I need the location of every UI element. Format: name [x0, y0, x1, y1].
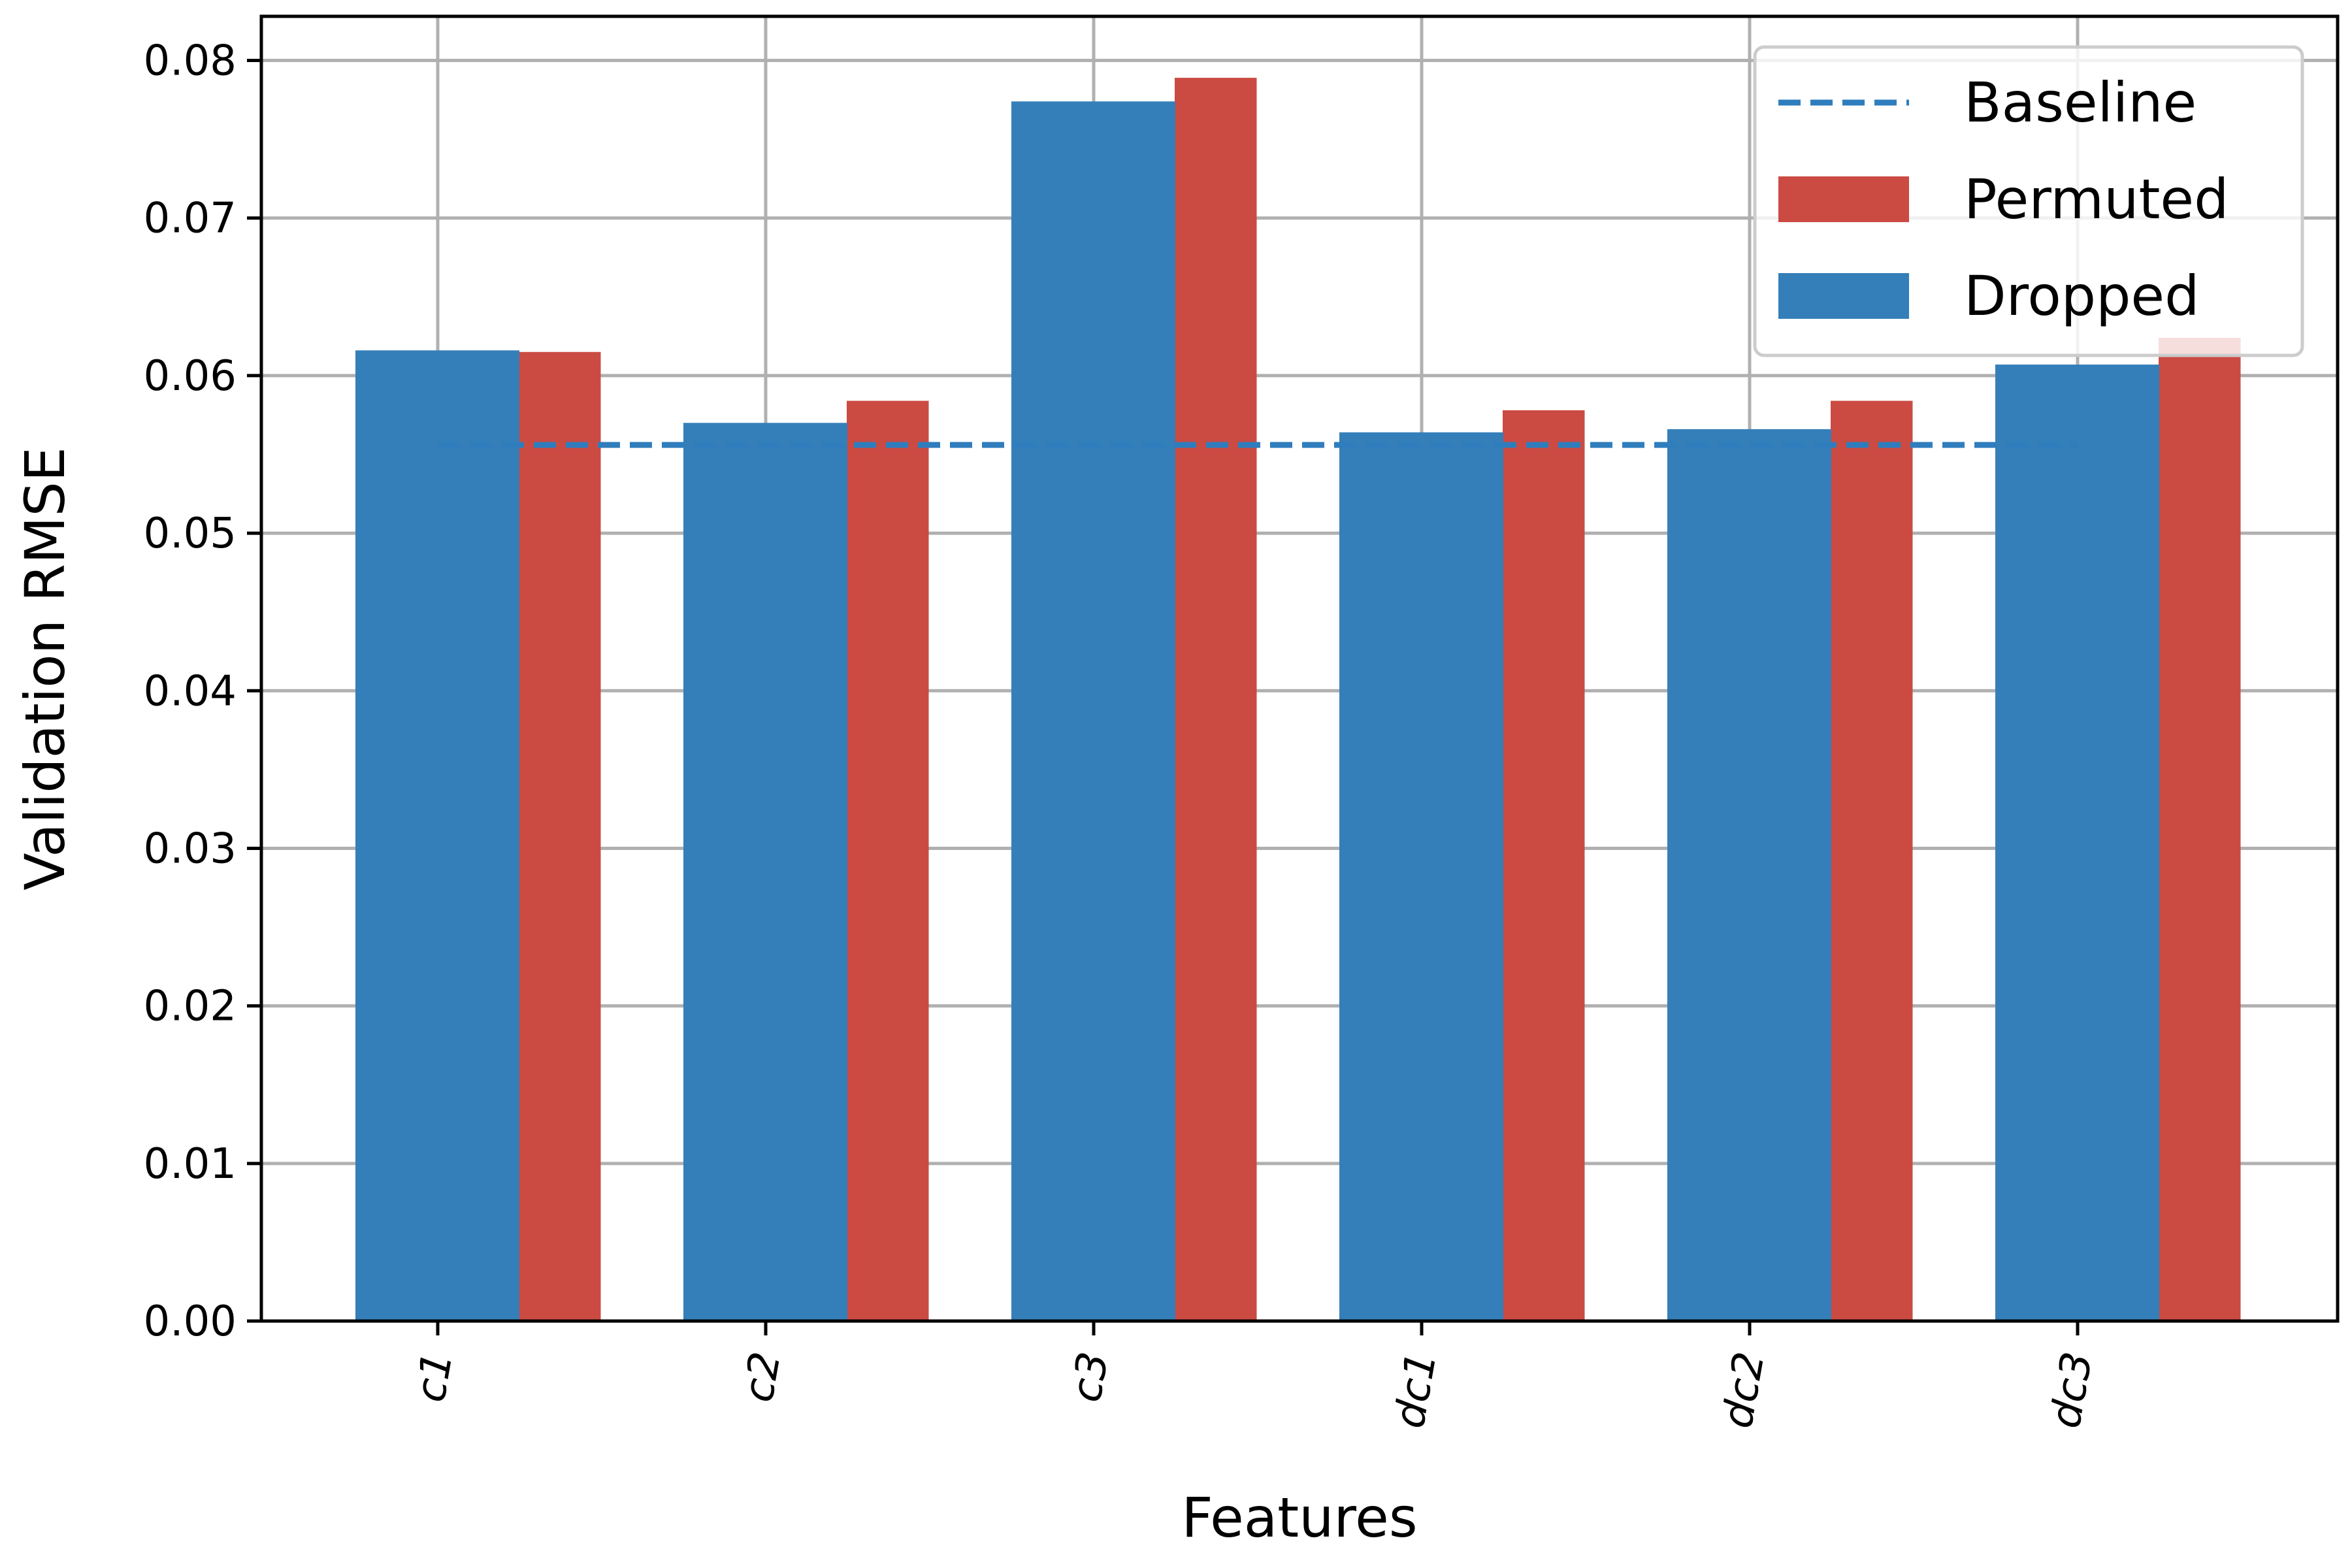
ticks-layer: 0.00 0.01 0.02 0.03 0.04 0.05 0.06 0.07 0.08 c1 c2… [144, 37, 2102, 1432]
y-tick-label: 0.07 [144, 195, 237, 243]
legend-label-permuted: Permuted [1964, 167, 2229, 231]
bar-permuted [519, 351, 601, 1322]
bar-permuted [2159, 338, 2241, 1322]
y-tick-label: 0.00 [144, 1298, 237, 1346]
plot-frame [259, 14, 2340, 1323]
y-tick-label: 0.08 [144, 37, 237, 86]
y-axis-title: Validation RMSE [13, 447, 77, 890]
x-tick-label: c3 [1062, 1348, 1119, 1406]
y-tick-label: 0.02 [144, 983, 237, 1031]
bar-dropped [1667, 429, 1831, 1322]
y-tick-label: 0.04 [144, 667, 237, 715]
legend-swatch-permuted [1778, 176, 1909, 222]
legend-label-dropped: Dropped [1964, 264, 2199, 328]
bar-dropped [683, 423, 847, 1321]
legend-label-baseline: Baseline [1964, 71, 2197, 135]
x-tick-label: c1 [406, 1348, 463, 1406]
legend: Baseline Permuted Dropped [1753, 45, 2304, 357]
bar-dropped [355, 350, 519, 1321]
y-tick-label: 0.03 [144, 825, 237, 873]
bar-dropped [1995, 365, 2159, 1322]
bar-dropped [1339, 432, 1503, 1321]
bar-dropped [1011, 101, 1175, 1321]
bar-permuted [1831, 400, 1913, 1321]
bar-permuted [847, 400, 929, 1321]
x-tick-label: c2 [734, 1348, 791, 1406]
bar-permuted [1503, 410, 1585, 1321]
legend-swatch-dropped [1778, 273, 1909, 319]
bar-permuted [1175, 78, 1257, 1321]
y-tick-label: 0.05 [144, 510, 237, 558]
y-tick-label: 0.06 [144, 352, 237, 400]
bars-layer [355, 78, 2241, 1322]
x-axis-title: Features [1181, 1486, 1417, 1550]
y-tick-label: 0.01 [144, 1140, 237, 1188]
